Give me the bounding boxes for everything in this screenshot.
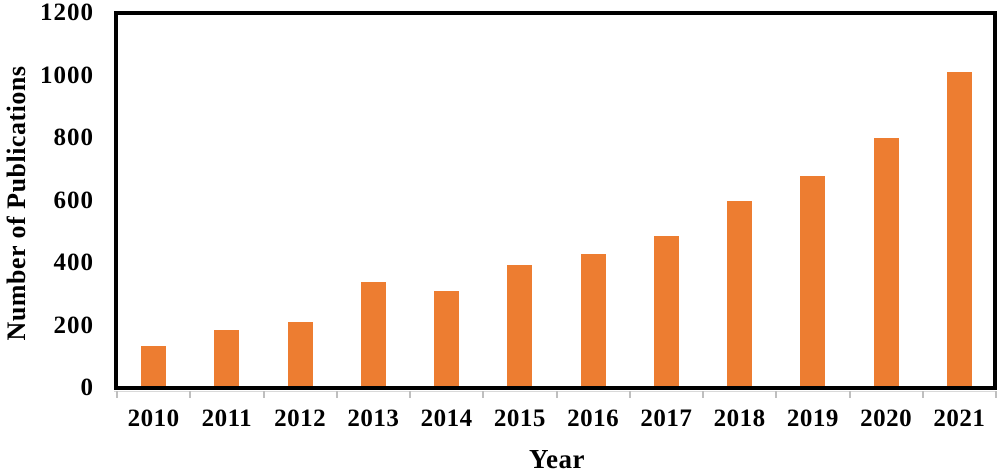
- x-axis-tick-mark: [116, 391, 118, 398]
- x-axis-title: Year: [529, 444, 585, 474]
- x-axis-tick-mark: [848, 391, 851, 398]
- x-tick-label-2014: 2014: [420, 405, 473, 432]
- y-tick-label-400: 400: [53, 249, 94, 276]
- bar-2017: [653, 236, 679, 386]
- x-tick-label-2013: 2013: [347, 405, 400, 432]
- x-axis-tick-mark: [775, 391, 778, 398]
- y-tick-label-200: 200: [53, 311, 94, 339]
- x-axis-tick-mark: [628, 391, 631, 398]
- bar-2019: [800, 175, 826, 386]
- bar-2013: [360, 281, 386, 386]
- x-tick-label-2015: 2015: [493, 405, 546, 432]
- x-axis-tick-mark: [409, 391, 411, 398]
- y-tick-label-600: 600: [53, 186, 94, 214]
- x-tick-label-2020: 2020: [860, 405, 913, 432]
- x-tick-label-2011: 2011: [201, 405, 253, 432]
- x-axis-tick-mark: [921, 391, 924, 398]
- x-tick-label-2016: 2016: [567, 405, 620, 432]
- y-tick-label-800: 800: [53, 124, 94, 151]
- bar-2021: [946, 72, 972, 386]
- bar-2018: [727, 200, 753, 386]
- x-tick-label-2021: 2021: [933, 405, 986, 432]
- plot-area: [114, 11, 997, 390]
- x-axis-tick-mark: [262, 391, 265, 398]
- bar-2011: [214, 330, 240, 386]
- x-tick-label-2010: 2010: [127, 405, 180, 432]
- bar-2014: [434, 291, 460, 386]
- x-axis-tick-mark: [482, 391, 485, 398]
- bar-2015: [507, 264, 533, 386]
- x-axis-tick-mark: [995, 391, 997, 398]
- bar-2020: [873, 138, 899, 386]
- x-axis-tick-mark: [702, 391, 704, 398]
- y-tick-label-0: 0: [80, 374, 94, 401]
- x-tick-label-2018: 2018: [713, 405, 766, 432]
- y-tick-label-1000: 1000: [40, 61, 94, 89]
- x-axis-tick-mark: [555, 391, 558, 398]
- bar-2012: [287, 322, 313, 386]
- x-axis-tick-mark: [335, 391, 338, 398]
- x-axis-tick-mark: [189, 391, 192, 398]
- x-tick-label-2017: 2017: [640, 405, 693, 432]
- bar-2016: [580, 253, 606, 386]
- bar-2010: [141, 345, 167, 386]
- x-tick-label-2019: 2019: [786, 405, 839, 432]
- x-tick-label-2012: 2012: [274, 405, 327, 432]
- y-tick-label-1200: 1200: [40, 0, 94, 26]
